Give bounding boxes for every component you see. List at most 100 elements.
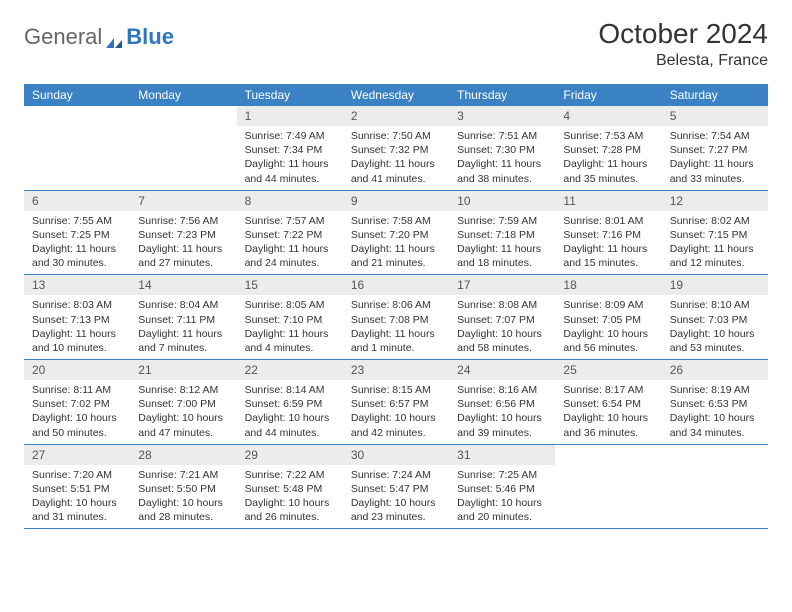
sunrise-text: Sunrise: 7:22 AM [245,468,335,482]
day-number: 21 [130,360,236,380]
day-number: 11 [555,191,661,211]
day-cell: 9Sunrise: 7:58 AMSunset: 7:20 PMDaylight… [343,191,449,275]
sunrise-text: Sunrise: 8:14 AM [245,383,335,397]
weekday-header: Wednesday [343,84,449,106]
day-details: Sunrise: 7:22 AMSunset: 5:48 PMDaylight:… [237,465,343,529]
day-number: 1 [237,106,343,126]
day-number: 2 [343,106,449,126]
day-cell: 22Sunrise: 8:14 AMSunset: 6:59 PMDayligh… [237,360,343,444]
day-number: 3 [449,106,555,126]
sunset-text: Sunset: 7:03 PM [670,313,760,327]
day-number: 6 [24,191,130,211]
sunset-text: Sunset: 5:48 PM [245,482,335,496]
day-cell: 24Sunrise: 8:16 AMSunset: 6:56 PMDayligh… [449,360,555,444]
sunset-text: Sunset: 7:10 PM [245,313,335,327]
weekday-header: Friday [555,84,661,106]
sunrise-text: Sunrise: 7:21 AM [138,468,228,482]
day-cell: 3Sunrise: 7:51 AMSunset: 7:30 PMDaylight… [449,106,555,190]
sunrise-text: Sunrise: 8:01 AM [563,214,653,228]
day-cell: 31Sunrise: 7:25 AMSunset: 5:46 PMDayligh… [449,445,555,529]
day-number: 5 [662,106,768,126]
day-cell: 23Sunrise: 8:15 AMSunset: 6:57 PMDayligh… [343,360,449,444]
week-row: 6Sunrise: 7:55 AMSunset: 7:25 PMDaylight… [24,191,768,276]
day-cell: 29Sunrise: 7:22 AMSunset: 5:48 PMDayligh… [237,445,343,529]
day-details: Sunrise: 8:17 AMSunset: 6:54 PMDaylight:… [555,380,661,444]
day-details: Sunrise: 8:06 AMSunset: 7:08 PMDaylight:… [343,295,449,359]
sunset-text: Sunset: 7:28 PM [563,143,653,157]
weekday-header: Sunday [24,84,130,106]
sunset-text: Sunset: 7:30 PM [457,143,547,157]
sunset-text: Sunset: 7:15 PM [670,228,760,242]
day-cell: 8Sunrise: 7:57 AMSunset: 7:22 PMDaylight… [237,191,343,275]
day-details: Sunrise: 8:14 AMSunset: 6:59 PMDaylight:… [237,380,343,444]
day-cell: 16Sunrise: 8:06 AMSunset: 7:08 PMDayligh… [343,275,449,359]
daylight-text: Daylight: 11 hours and 27 minutes. [138,242,228,270]
day-number: 8 [237,191,343,211]
day-cell: 11Sunrise: 8:01 AMSunset: 7:16 PMDayligh… [555,191,661,275]
daylight-text: Daylight: 11 hours and 7 minutes. [138,327,228,355]
daylight-text: Daylight: 11 hours and 1 minute. [351,327,441,355]
daylight-text: Daylight: 10 hours and 20 minutes. [457,496,547,524]
daylight-text: Daylight: 10 hours and 39 minutes. [457,411,547,439]
day-details: Sunrise: 8:16 AMSunset: 6:56 PMDaylight:… [449,380,555,444]
weekday-header: Saturday [662,84,768,106]
day-number: 27 [24,445,130,465]
sunset-text: Sunset: 7:25 PM [32,228,122,242]
day-cell: 25Sunrise: 8:17 AMSunset: 6:54 PMDayligh… [555,360,661,444]
day-details: Sunrise: 7:58 AMSunset: 7:20 PMDaylight:… [343,211,449,275]
day-number: 29 [237,445,343,465]
day-details: Sunrise: 7:24 AMSunset: 5:47 PMDaylight:… [343,465,449,529]
day-details: Sunrise: 8:02 AMSunset: 7:15 PMDaylight:… [662,211,768,275]
day-cell-empty [24,106,130,190]
day-number: 28 [130,445,236,465]
sunset-text: Sunset: 7:05 PM [563,313,653,327]
day-details: Sunrise: 7:57 AMSunset: 7:22 PMDaylight:… [237,211,343,275]
day-number: 30 [343,445,449,465]
daylight-text: Daylight: 10 hours and 36 minutes. [563,411,653,439]
day-number: 23 [343,360,449,380]
day-cell: 2Sunrise: 7:50 AMSunset: 7:32 PMDaylight… [343,106,449,190]
day-details: Sunrise: 8:01 AMSunset: 7:16 PMDaylight:… [555,211,661,275]
weekday-header: Tuesday [237,84,343,106]
sunrise-text: Sunrise: 7:56 AM [138,214,228,228]
day-number: 15 [237,275,343,295]
day-cell: 12Sunrise: 8:02 AMSunset: 7:15 PMDayligh… [662,191,768,275]
day-cell: 1Sunrise: 7:49 AMSunset: 7:34 PMDaylight… [237,106,343,190]
sunrise-text: Sunrise: 8:16 AM [457,383,547,397]
page: General Blue October 2024 Belesta, Franc… [0,0,792,539]
day-details: Sunrise: 8:04 AMSunset: 7:11 PMDaylight:… [130,295,236,359]
day-details: Sunrise: 7:21 AMSunset: 5:50 PMDaylight:… [130,465,236,529]
sunset-text: Sunset: 7:08 PM [351,313,441,327]
daylight-text: Daylight: 10 hours and 23 minutes. [351,496,441,524]
sunrise-text: Sunrise: 7:20 AM [32,468,122,482]
day-number: 9 [343,191,449,211]
logo: General Blue [24,18,174,50]
daylight-text: Daylight: 11 hours and 24 minutes. [245,242,335,270]
sunset-text: Sunset: 7:32 PM [351,143,441,157]
day-cell: 17Sunrise: 8:08 AMSunset: 7:07 PMDayligh… [449,275,555,359]
sunset-text: Sunset: 6:59 PM [245,397,335,411]
sunrise-text: Sunrise: 7:49 AM [245,129,335,143]
day-details: Sunrise: 7:51 AMSunset: 7:30 PMDaylight:… [449,126,555,190]
day-cell: 27Sunrise: 7:20 AMSunset: 5:51 PMDayligh… [24,445,130,529]
sunset-text: Sunset: 7:07 PM [457,313,547,327]
day-details: Sunrise: 7:49 AMSunset: 7:34 PMDaylight:… [237,126,343,190]
sunset-text: Sunset: 6:53 PM [670,397,760,411]
day-number: 19 [662,275,768,295]
day-details: Sunrise: 7:59 AMSunset: 7:18 PMDaylight:… [449,211,555,275]
sunrise-text: Sunrise: 8:19 AM [670,383,760,397]
day-details: Sunrise: 8:10 AMSunset: 7:03 PMDaylight:… [662,295,768,359]
sunrise-text: Sunrise: 8:05 AM [245,298,335,312]
daylight-text: Daylight: 11 hours and 41 minutes. [351,157,441,185]
day-number: 22 [237,360,343,380]
daylight-text: Daylight: 10 hours and 47 minutes. [138,411,228,439]
day-cell-empty [555,445,661,529]
daylight-text: Daylight: 10 hours and 44 minutes. [245,411,335,439]
logo-sail-icon [104,30,124,44]
week-row: 13Sunrise: 8:03 AMSunset: 7:13 PMDayligh… [24,275,768,360]
day-cell: 19Sunrise: 8:10 AMSunset: 7:03 PMDayligh… [662,275,768,359]
day-cell: 4Sunrise: 7:53 AMSunset: 7:28 PMDaylight… [555,106,661,190]
weeks-container: 1Sunrise: 7:49 AMSunset: 7:34 PMDaylight… [24,106,768,529]
sunset-text: Sunset: 6:57 PM [351,397,441,411]
sunrise-text: Sunrise: 7:54 AM [670,129,760,143]
